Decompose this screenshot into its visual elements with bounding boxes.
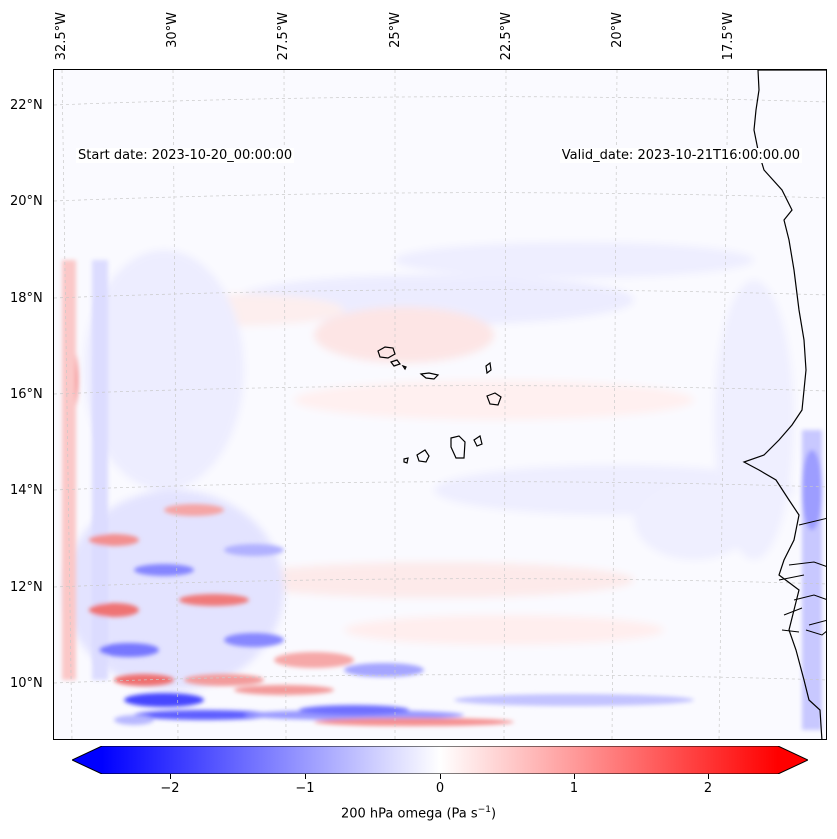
colorbar-tick-mark bbox=[170, 774, 171, 779]
colorbar-tick-mark bbox=[574, 774, 575, 779]
colorbar-tick-mark bbox=[440, 774, 441, 779]
lat-label: 12°N bbox=[10, 580, 43, 595]
lat-label: 10°N bbox=[10, 676, 43, 691]
lat-label: 14°N bbox=[10, 483, 43, 498]
lon-label: 30°W bbox=[165, 12, 180, 48]
colorbar-tick-label: −1 bbox=[295, 781, 315, 796]
valid-date-label: Valid_date: 2023-10-21T16:00:00.00 bbox=[559, 148, 802, 163]
omega-patches bbox=[54, 70, 826, 739]
map-panel[interactable]: Start date: 2023-10-20_00:00:00 Valid_da… bbox=[53, 69, 827, 740]
colorbar-tick-label: 0 bbox=[435, 781, 445, 796]
colorbar-variable: 200 hPa omega bbox=[340, 806, 443, 822]
colorbar-extend-min bbox=[72, 746, 102, 774]
lat-label: 22°N bbox=[10, 98, 43, 113]
lon-label: 22.5°W bbox=[499, 12, 514, 61]
lat-label: 18°N bbox=[10, 291, 43, 306]
colorbar-tick-label: 2 bbox=[703, 781, 713, 796]
lon-label: 27.5°W bbox=[276, 12, 291, 61]
colorbar-extend-max bbox=[778, 746, 808, 774]
lon-label: 32.5°W bbox=[54, 12, 69, 61]
colorbar-body bbox=[102, 746, 778, 774]
africa-coast-detail bbox=[778, 517, 826, 636]
omega-features bbox=[62, 260, 822, 730]
colorbar-tick-mark bbox=[305, 774, 306, 779]
colorbar bbox=[70, 745, 810, 775]
colorbar-units: Pa s bbox=[451, 806, 478, 822]
lat-label: 20°N bbox=[10, 194, 43, 209]
lat-label: 16°N bbox=[10, 387, 43, 402]
colorbar-tick-label: −2 bbox=[160, 781, 180, 796]
graticule bbox=[54, 70, 826, 739]
omega-field bbox=[54, 70, 826, 739]
colorbar-tick-label: 1 bbox=[569, 781, 579, 796]
lon-label: 25°W bbox=[388, 12, 403, 48]
lon-label: 17.5°W bbox=[721, 12, 736, 61]
start-date-label: Start date: 2023-10-20_00:00:00 bbox=[76, 148, 295, 163]
colorbar-label: 200 hPa omega (Pa s−1) bbox=[340, 805, 497, 822]
lon-label: 20°W bbox=[610, 12, 625, 48]
africa-coastline bbox=[742, 70, 826, 739]
colorbar-tick-mark bbox=[708, 774, 709, 779]
cape-verde-islands bbox=[377, 346, 502, 464]
